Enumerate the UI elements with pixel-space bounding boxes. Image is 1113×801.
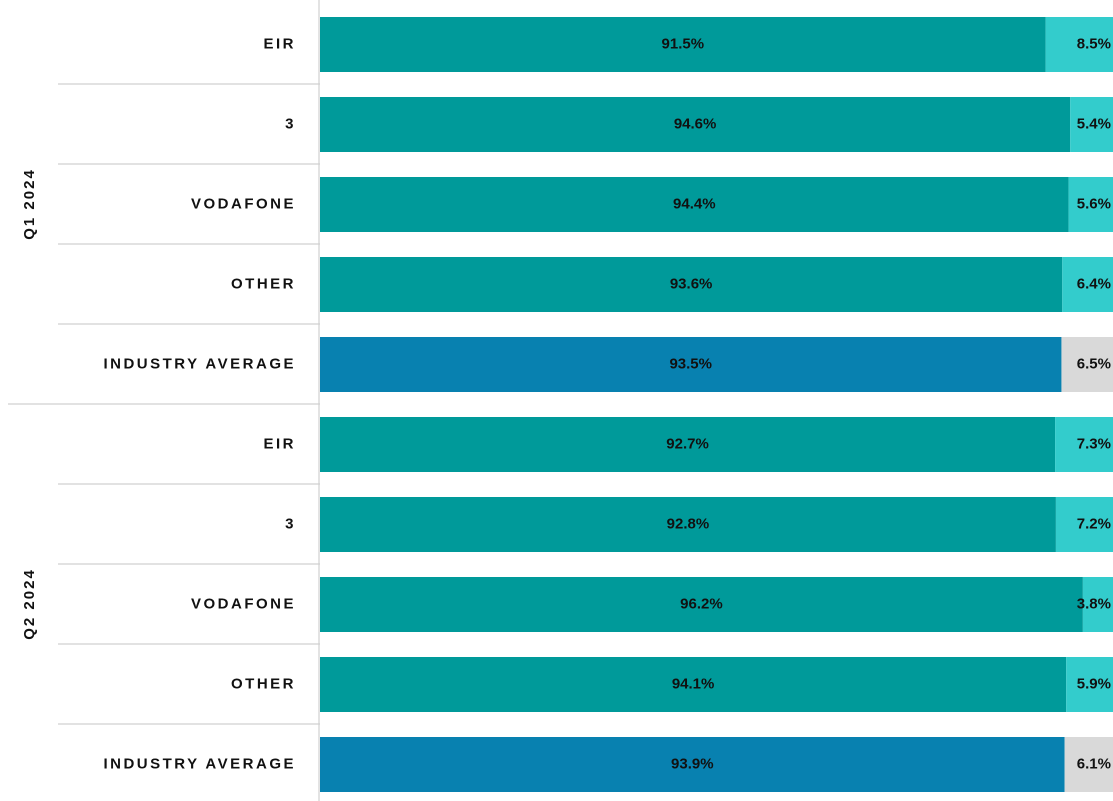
bar-segment — [320, 257, 1063, 312]
category-label: VODAFONE — [191, 595, 296, 612]
value-label: 6.1% — [1077, 755, 1111, 772]
bar-segment — [320, 657, 1067, 712]
value-label: 5.9% — [1077, 675, 1111, 692]
value-label: 94.1% — [672, 675, 715, 692]
bar-segment — [1082, 577, 1113, 632]
category-label: INDUSTRY AVERAGE — [103, 355, 296, 372]
bar-segment — [320, 177, 1069, 232]
bar-segment — [320, 497, 1056, 552]
bar-segment — [320, 17, 1046, 72]
category-label: VODAFONE — [191, 195, 296, 212]
value-label: 7.3% — [1077, 435, 1111, 452]
bar-segment — [320, 417, 1056, 472]
bar-segment — [1055, 417, 1113, 472]
value-label: 91.5% — [662, 35, 705, 52]
category-label: 3 — [285, 515, 296, 532]
bar-segment — [1055, 497, 1113, 552]
value-label: 92.7% — [666, 435, 709, 452]
group-label: Q1 2024 — [21, 168, 38, 240]
category-label: INDUSTRY AVERAGE — [103, 755, 296, 772]
value-label: 5.6% — [1077, 195, 1111, 212]
value-label: 7.2% — [1077, 515, 1111, 532]
category-label: EIR — [263, 35, 296, 52]
value-label: 6.5% — [1077, 355, 1111, 372]
value-label: 3.8% — [1077, 595, 1111, 612]
category-label: OTHER — [231, 675, 296, 692]
value-label: 8.5% — [1077, 35, 1111, 52]
bar-segment — [1061, 337, 1113, 392]
bar-segment — [1062, 257, 1113, 312]
value-label: 94.6% — [674, 115, 717, 132]
bar-segment — [320, 97, 1071, 152]
value-label: 96.2% — [680, 595, 723, 612]
category-label: EIR — [263, 435, 296, 452]
value-label: 94.4% — [673, 195, 716, 212]
bar-segment — [320, 337, 1062, 392]
bar-segment — [320, 577, 1083, 632]
value-label: 6.4% — [1077, 275, 1111, 292]
category-label: OTHER — [231, 275, 296, 292]
value-label: 92.8% — [667, 515, 710, 532]
value-label: 5.4% — [1077, 115, 1111, 132]
bar-segment — [1064, 737, 1113, 792]
value-label: 93.9% — [671, 755, 714, 772]
bar-segment — [320, 737, 1065, 792]
bar-segment — [1070, 97, 1113, 152]
bar-segment — [1068, 177, 1113, 232]
bar-segment — [1045, 17, 1113, 72]
bar-segment — [1066, 657, 1113, 712]
group-label: Q2 2024 — [21, 568, 38, 640]
value-label: 93.6% — [670, 275, 713, 292]
category-label: 3 — [285, 115, 296, 132]
value-label: 93.5% — [669, 355, 712, 372]
